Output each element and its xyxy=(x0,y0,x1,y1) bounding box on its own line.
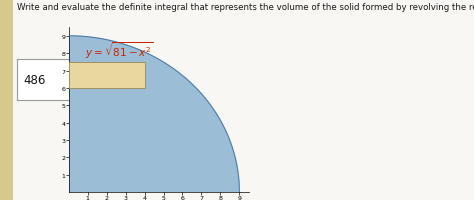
Text: Write and evaluate the definite integral that represents the volume of the solid: Write and evaluate the definite integral… xyxy=(17,3,474,12)
Polygon shape xyxy=(69,63,145,88)
Text: 486: 486 xyxy=(23,74,46,86)
Text: $y = \sqrt{81-x^2}$: $y = \sqrt{81-x^2}$ xyxy=(85,40,154,61)
Polygon shape xyxy=(69,37,239,192)
